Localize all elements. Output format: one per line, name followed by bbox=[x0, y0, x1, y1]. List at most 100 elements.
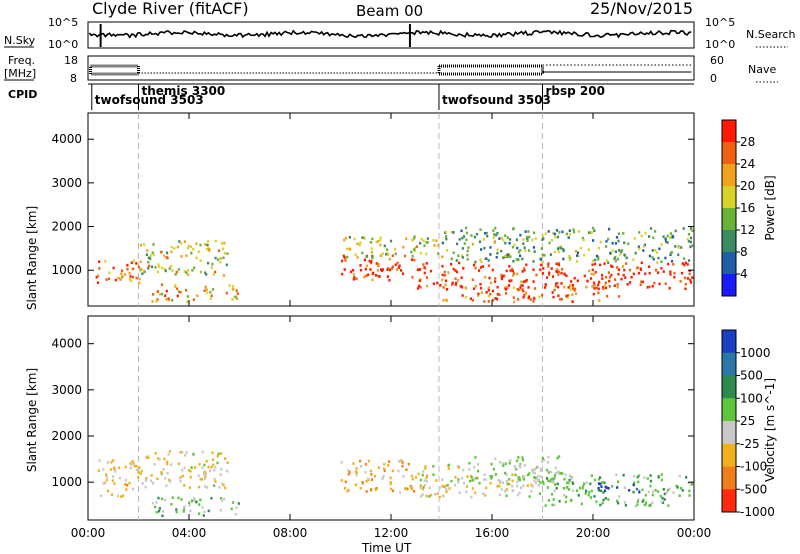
velocity-cell bbox=[688, 489, 691, 493]
velocity-cell bbox=[133, 464, 136, 468]
velocity-cell bbox=[496, 484, 499, 488]
colorbar-tick-label: 16 bbox=[740, 201, 755, 215]
power-cell bbox=[365, 264, 369, 268]
power-cell bbox=[568, 229, 571, 232]
power-cell bbox=[496, 251, 499, 255]
power-cell bbox=[152, 243, 155, 246]
power-cell bbox=[445, 235, 448, 238]
power-cell bbox=[565, 232, 568, 236]
power-cell bbox=[597, 246, 600, 250]
power-cell bbox=[532, 268, 535, 271]
power-cell bbox=[157, 263, 160, 266]
velocity-cell bbox=[402, 475, 405, 478]
power-cell bbox=[521, 270, 524, 273]
velocity-cell bbox=[182, 510, 185, 513]
power-cell bbox=[466, 253, 469, 257]
power-cell bbox=[620, 250, 623, 254]
velocity-cell bbox=[204, 485, 207, 488]
power-cell bbox=[114, 278, 117, 282]
velocity-cell bbox=[181, 474, 185, 478]
velocity-cell bbox=[234, 512, 237, 516]
power-cell bbox=[212, 288, 215, 291]
power-cell bbox=[583, 274, 586, 278]
power-cell bbox=[549, 253, 552, 256]
power-cell bbox=[145, 253, 148, 256]
velocity-cell bbox=[641, 488, 644, 492]
velocity-cell bbox=[462, 468, 465, 472]
power-cell bbox=[570, 280, 573, 283]
velocity-cell bbox=[213, 468, 216, 472]
power-cell bbox=[364, 267, 367, 271]
power-cell bbox=[389, 268, 392, 272]
velocity-cell bbox=[623, 486, 626, 489]
velocity-cell bbox=[425, 494, 428, 498]
velocity-cell bbox=[374, 488, 377, 491]
power-cell bbox=[510, 279, 513, 282]
velocity-cell bbox=[604, 497, 607, 500]
power-cell bbox=[217, 249, 221, 252]
velocity-cell bbox=[426, 474, 429, 477]
power-cell bbox=[394, 263, 397, 267]
power-cell bbox=[683, 263, 686, 267]
velocity-cell bbox=[678, 474, 681, 478]
power-cell bbox=[478, 240, 482, 243]
velocity-cell bbox=[498, 493, 501, 497]
power-cell bbox=[617, 268, 620, 271]
power-cell bbox=[183, 240, 187, 243]
power-cell bbox=[437, 244, 440, 247]
power-cell bbox=[474, 266, 477, 270]
velocity-cell bbox=[355, 473, 358, 477]
velocity-cell bbox=[509, 459, 512, 462]
velocity-cell bbox=[539, 481, 542, 484]
velocity-cell bbox=[203, 477, 206, 481]
velocity-cell bbox=[584, 492, 587, 495]
power-cell bbox=[618, 249, 621, 252]
power-cell bbox=[464, 295, 467, 299]
velocity-cell bbox=[204, 475, 207, 479]
power-cell bbox=[496, 248, 499, 252]
power-cell bbox=[576, 251, 580, 254]
power-cell bbox=[446, 288, 449, 291]
power-cell bbox=[465, 238, 468, 242]
velocity-cell bbox=[521, 456, 524, 459]
power-cell bbox=[231, 288, 234, 291]
power-cell bbox=[419, 286, 422, 289]
power-cell bbox=[174, 284, 177, 287]
velocity-cell bbox=[550, 493, 554, 496]
power-cell bbox=[565, 274, 568, 278]
velocity-cell bbox=[226, 469, 229, 473]
velocity-cell bbox=[209, 469, 212, 473]
velocity-cell bbox=[421, 487, 425, 491]
power-cell bbox=[163, 254, 166, 257]
velocity-cell bbox=[637, 480, 640, 484]
power-cell bbox=[487, 300, 490, 303]
colorbar-tick-label: -500 bbox=[740, 482, 767, 496]
x-tick-label: 04:00 bbox=[172, 526, 207, 540]
velocity-cell bbox=[100, 494, 103, 498]
velocity-cell bbox=[391, 489, 395, 493]
power-cell bbox=[681, 271, 684, 275]
power-cell bbox=[135, 262, 138, 265]
velocity-cell bbox=[593, 478, 597, 482]
velocity-cell bbox=[504, 490, 507, 493]
power-cell bbox=[541, 238, 544, 241]
power-cell bbox=[461, 236, 464, 240]
power-cell bbox=[658, 247, 661, 251]
velocity-cell bbox=[432, 473, 435, 476]
velocity-cell bbox=[662, 488, 665, 491]
velocity-cell bbox=[600, 481, 603, 485]
power-cell bbox=[461, 294, 464, 297]
power-cell bbox=[689, 240, 692, 244]
power-cell bbox=[494, 226, 497, 230]
velocity-cell bbox=[522, 458, 525, 462]
velocity-cell bbox=[494, 473, 497, 476]
velocity-cell bbox=[454, 483, 457, 487]
power-cell bbox=[553, 288, 556, 292]
velocity-cell bbox=[205, 486, 209, 489]
power-cell bbox=[512, 274, 515, 277]
power-cell bbox=[559, 245, 562, 248]
power-cell bbox=[346, 247, 349, 251]
power-cell bbox=[608, 227, 611, 231]
power-cell bbox=[173, 247, 176, 250]
velocity-cell bbox=[646, 477, 649, 480]
